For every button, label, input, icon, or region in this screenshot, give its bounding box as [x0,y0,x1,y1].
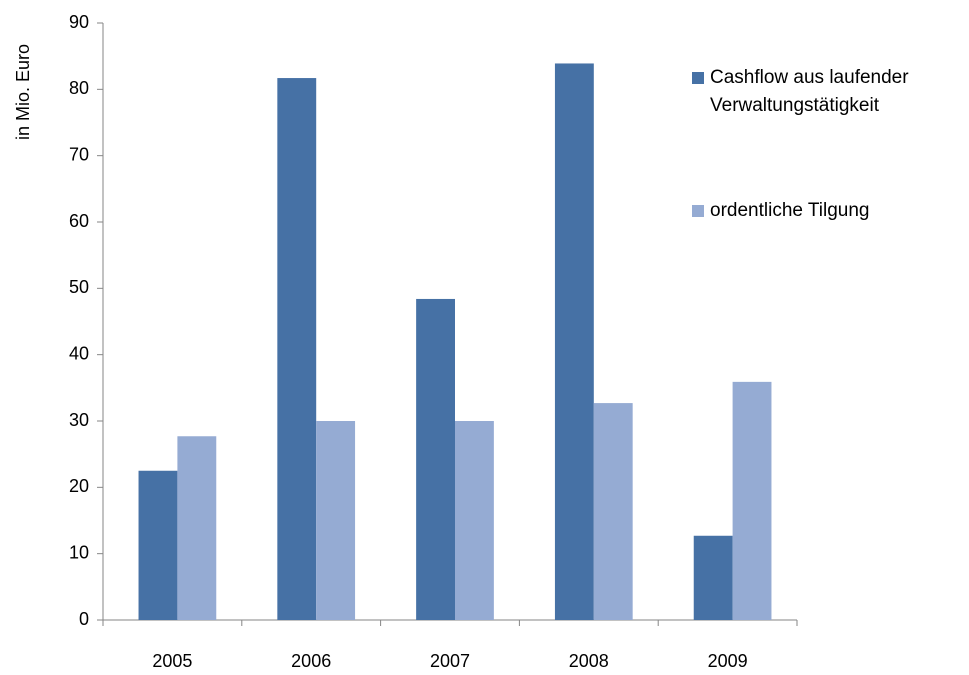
bar [593,403,633,620]
y-tick-label: 50 [69,277,89,297]
bar [277,78,317,621]
y-tick-label: 0 [79,609,89,629]
legend-swatch [692,72,704,84]
bar [316,421,356,620]
bar [455,421,494,620]
legend-swatch [692,205,704,217]
y-tick-label: 80 [69,78,89,98]
bar [554,63,594,621]
y-tick-label: 70 [69,144,89,164]
legend-item: ordentliche Tilgung [692,197,962,225]
x-tick-label: 2008 [569,651,609,671]
x-tick-label: 2005 [152,651,192,671]
legend-label: Cashflow aus laufender Verwaltungstätigk… [710,67,909,116]
x-tick-label: 2009 [708,651,748,671]
y-tick-label: 60 [69,211,89,231]
bar [732,381,772,620]
bar [138,470,178,620]
y-tick-label: 40 [69,343,89,363]
y-tick-label: 20 [69,476,89,496]
x-tick-label: 2006 [291,651,331,671]
legend-label: ordentliche Tilgung [710,200,870,221]
bar [693,535,733,620]
y-tick-label: 30 [69,410,89,430]
x-tick-label: 2007 [430,651,470,671]
y-axis-label: in Mio. Euro [13,44,33,140]
y-tick-label: 10 [69,542,89,562]
legend-item: Cashflow aus laufender Verwaltungstätigk… [692,64,962,120]
bar [416,298,455,620]
bar [177,436,217,620]
y-tick-label: 90 [69,12,89,32]
